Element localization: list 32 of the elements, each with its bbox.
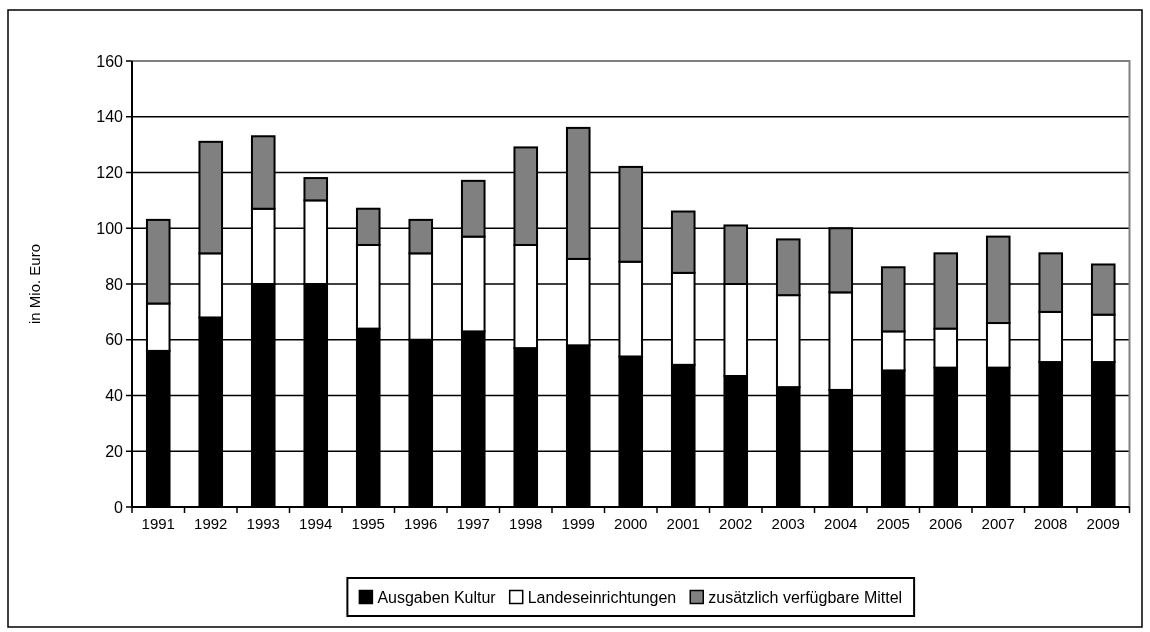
legend-label: Ausgaben Kultur — [377, 589, 497, 606]
x-tick-label: 1995 — [351, 515, 385, 532]
x-tick-label: 2009 — [1086, 515, 1120, 532]
x-tick-label: 2007 — [981, 515, 1015, 532]
y-axis-title: in Mio. Euro — [26, 243, 43, 325]
x-tick-label: 2006 — [929, 515, 963, 532]
y-tick-label: 40 — [105, 387, 124, 404]
y-tick-label: 80 — [105, 275, 124, 293]
x-tick-label: 1993 — [246, 515, 280, 532]
y-tick-label: 140 — [96, 108, 124, 126]
y-tick-label: 0 — [114, 498, 124, 516]
x-tick-label: 2005 — [876, 515, 910, 532]
y-tick-label: 60 — [105, 331, 124, 349]
x-tick-label: 2003 — [771, 515, 805, 532]
y-tick-label: 20 — [105, 442, 124, 460]
x-tick-label: 2008 — [1034, 515, 1068, 532]
y-tick-label: 100 — [96, 219, 124, 237]
x-tick-label: 1997 — [456, 515, 490, 532]
x-tick-label: 1999 — [561, 515, 595, 532]
x-tick-label: 2000 — [614, 515, 648, 532]
legend-label: Landeseinrichtungen — [527, 589, 677, 606]
x-tick-label: 2001 — [666, 515, 700, 532]
x-tick-label: 1996 — [404, 515, 438, 532]
x-tick-label: 1992 — [194, 515, 228, 532]
legend-label: zusätzlich verfügbare Mittel — [708, 589, 903, 606]
x-tick-label: 2004 — [824, 515, 858, 532]
x-tick-label: 1994 — [299, 515, 333, 532]
y-tick-label: 120 — [96, 164, 124, 181]
x-tick-label: 2002 — [719, 515, 753, 532]
x-tick-label: 1991 — [141, 515, 175, 532]
y-tick-label: 160 — [96, 52, 124, 70]
x-tick-label: 1998 — [509, 515, 543, 532]
